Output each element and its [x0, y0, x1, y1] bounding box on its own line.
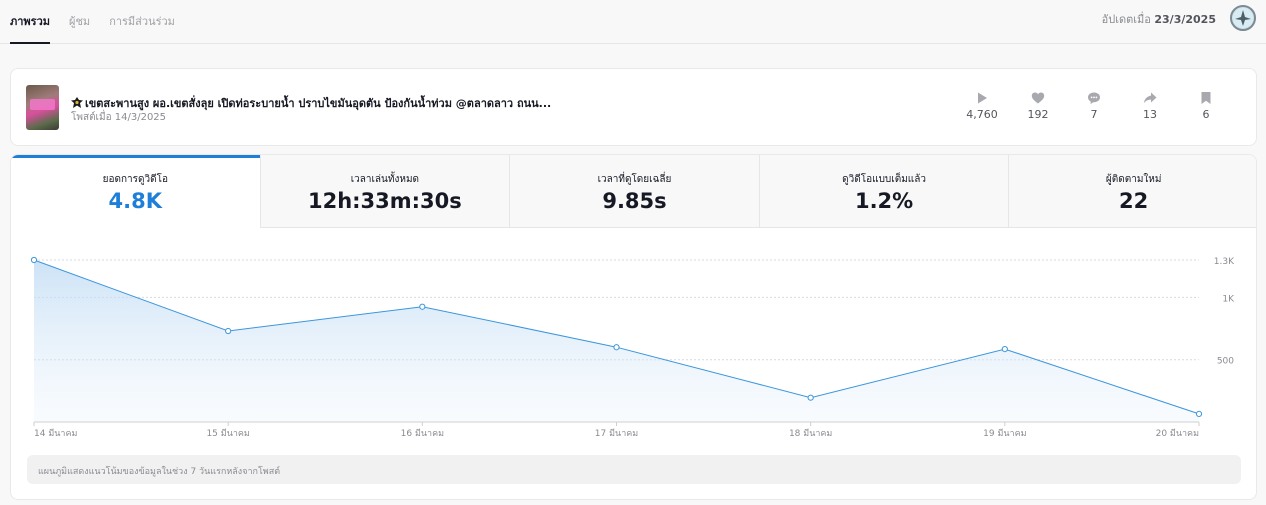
stat-comments-value: 7 — [1090, 108, 1098, 121]
bookmark-icon — [1201, 92, 1211, 104]
tab-engagement[interactable]: การมีส่วนร่วม — [109, 15, 175, 28]
post-card: เขตสะพานสูง ผอ.เขตสั่งลุย เปิดท่อระบายน้… — [10, 68, 1257, 146]
data-point — [419, 303, 426, 310]
metric-full-video-watched[interactable]: ดูวิดีโอแบบเต็มแล้ว 1.2% — [758, 155, 1009, 228]
heart-icon — [1031, 92, 1045, 104]
y-tick-label: 1K — [1222, 294, 1235, 304]
metric-video-views[interactable]: ยอดการดูวิดีโอ 4.8K — [11, 155, 260, 228]
x-tick-label: 18 มีนาคม — [789, 428, 832, 439]
data-point — [1001, 346, 1008, 353]
stat-saves-value: 6 — [1202, 108, 1210, 121]
updated-text: อัปเดตเมื่อ 23/3/2025 — [1102, 10, 1216, 28]
metric-label: เวลาเล่นทั้งหมด — [350, 174, 420, 185]
x-tick-label: 19 มีนาคม — [983, 428, 1026, 439]
x-tick-label: 17 มีนาคม — [595, 428, 638, 439]
avatar-logo-icon — [1233, 8, 1253, 28]
metric-value: 12h:33m:30s — [307, 189, 462, 213]
analytics-card: ยอดการดูวิดีโอ 4.8K เวลาเล่นทั้งหมด 12h:… — [10, 154, 1257, 500]
avatar[interactable] — [1230, 5, 1256, 31]
stat-comments: 7 — [1066, 91, 1122, 121]
stat-saves: 6 — [1178, 91, 1234, 121]
stat-shares: 13 — [1122, 91, 1178, 121]
metric-average-watch-time[interactable]: เวลาที่ดูโดยเฉลี่ย 9.85s — [509, 155, 759, 228]
post-title: เขตสะพานสูง ผอ.เขตสั่งลุย เปิดท่อระบายน้… — [71, 94, 551, 112]
play-icon — [978, 92, 987, 104]
chart-points — [30, 256, 1203, 417]
metric-total-play-time[interactable]: เวลาเล่นทั้งหมด 12h:33m:30s — [259, 155, 510, 228]
updated-date: 23/3/2025 — [1154, 13, 1216, 26]
post-title-text: เขตสะพานสูง ผอ.เขตสั่งลุย เปิดท่อระบายน้… — [85, 97, 552, 110]
metric-new-followers[interactable]: ผู้ติดตามใหม่ 22 — [1008, 155, 1256, 228]
y-tick-label: 500 — [1217, 357, 1234, 367]
metric-value: 9.85s — [602, 189, 667, 213]
data-point — [225, 327, 232, 335]
data-point — [1195, 410, 1203, 417]
chart-y-tick-labels: 500 1K 1.3K — [1214, 257, 1235, 367]
post-thumbnail[interactable] — [26, 85, 59, 130]
data-point — [807, 394, 814, 401]
chart-note: แผนภูมิแสดงแนวโน้มของข้อมูลในช่วง 7 วันแ… — [27, 455, 1241, 484]
data-point — [30, 256, 38, 264]
chart-x-tick-labels: 14 มีนาคม 15 มีนาคม 16 มีนาคม 17 มีนาคม 18 ม… — [33, 422, 1200, 439]
metric-label: ยอดการดูวิดีโอ — [102, 174, 168, 185]
updated-label: อัปเดตเมื่อ — [1101, 13, 1151, 26]
stat-views-value: 4,760 — [966, 108, 998, 121]
x-tick-label: 20 มีนาคม — [1156, 428, 1199, 439]
y-tick-label: 1.3K — [1214, 257, 1235, 267]
metric-value: 4.8K — [108, 189, 163, 213]
tab-bar: ภาพรวม ผู้ชม การมีส่วนร่วม — [10, 0, 194, 44]
share-icon — [1143, 92, 1157, 104]
x-tick-label: 15 มีนาคม — [206, 428, 249, 439]
post-stats: 4,760 192 7 13 6 — [954, 91, 1234, 121]
chart-area-fill — [34, 260, 1199, 422]
tab-overview[interactable]: ภาพรวม — [10, 0, 51, 44]
metric-label: ผู้ติดตามใหม่ — [1105, 174, 1162, 185]
x-tick-label: 14 มีนาคม — [34, 428, 77, 439]
stat-likes-value: 192 — [1027, 108, 1049, 121]
metric-value: 1.2% — [854, 189, 914, 213]
data-point — [613, 344, 620, 351]
metric-value: 22 — [1119, 189, 1149, 213]
x-tick-label: 16 มีนาคม — [401, 428, 444, 439]
comment-icon — [1088, 92, 1100, 104]
emblem-icon — [71, 97, 83, 108]
metric-tabs: ยอดการดูวิดีโอ 4.8K เวลาเล่นทั้งหมด 12h:… — [11, 155, 1256, 228]
views-line-chart: 14 มีนาคม 15 มีนาคม 16 มีนาคม 17 มีนาคม 18 ม… — [30, 256, 1235, 439]
metric-label: ดูวิดีโอแบบเต็มแล้ว — [842, 174, 926, 185]
post-date: โพสต์เมื่อ 14/3/2025 — [71, 112, 167, 123]
tab-viewers[interactable]: ผู้ชม — [69, 15, 91, 28]
stat-likes: 192 — [1010, 91, 1066, 121]
metric-label: เวลาที่ดูโดยเฉลี่ย — [597, 174, 672, 185]
stat-views: 4,760 — [954, 91, 1010, 121]
top-bar: ภาพรวม ผู้ชม การมีส่วนร่วม อัปเดตเมื่อ 2… — [0, 0, 1266, 44]
stat-shares-value: 13 — [1143, 108, 1157, 121]
